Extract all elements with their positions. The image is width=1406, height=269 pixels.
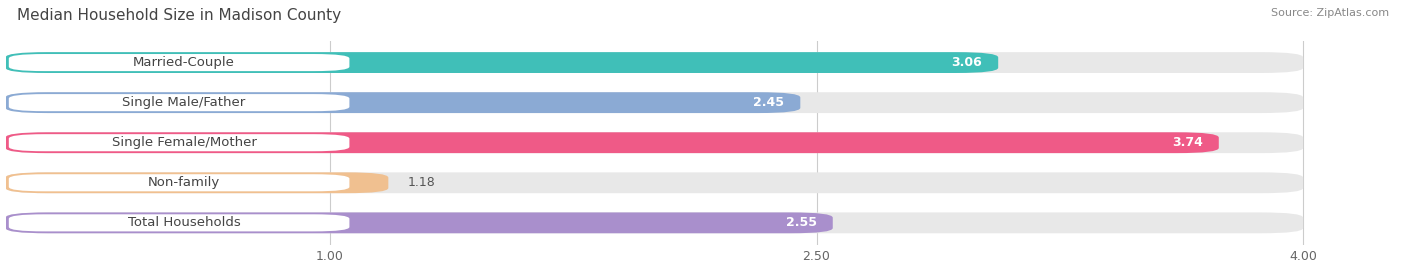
FancyBboxPatch shape [6, 52, 1303, 73]
FancyBboxPatch shape [6, 132, 1219, 153]
Text: Source: ZipAtlas.com: Source: ZipAtlas.com [1271, 8, 1389, 18]
Text: Total Households: Total Households [128, 216, 240, 229]
FancyBboxPatch shape [6, 52, 998, 73]
FancyBboxPatch shape [8, 54, 350, 71]
Text: Single Female/Mother: Single Female/Mother [111, 136, 256, 149]
FancyBboxPatch shape [8, 174, 350, 191]
FancyBboxPatch shape [6, 172, 388, 193]
Text: Median Household Size in Madison County: Median Household Size in Madison County [17, 8, 342, 23]
Text: Non-family: Non-family [148, 176, 221, 189]
Text: 1.18: 1.18 [408, 176, 436, 189]
FancyBboxPatch shape [6, 92, 800, 113]
Text: 3.06: 3.06 [952, 56, 981, 69]
FancyBboxPatch shape [6, 172, 1303, 193]
Text: Married-Couple: Married-Couple [134, 56, 235, 69]
FancyBboxPatch shape [6, 92, 1303, 113]
FancyBboxPatch shape [8, 134, 350, 151]
FancyBboxPatch shape [8, 94, 350, 111]
Text: 3.74: 3.74 [1171, 136, 1202, 149]
Text: 2.45: 2.45 [754, 96, 785, 109]
Text: 2.55: 2.55 [786, 216, 817, 229]
FancyBboxPatch shape [6, 213, 832, 233]
FancyBboxPatch shape [8, 214, 350, 231]
FancyBboxPatch shape [6, 132, 1303, 153]
Text: Single Male/Father: Single Male/Father [122, 96, 246, 109]
FancyBboxPatch shape [6, 213, 1303, 233]
